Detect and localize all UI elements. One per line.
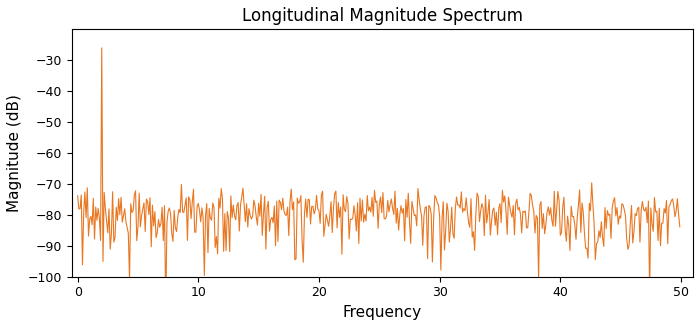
Y-axis label: Magnitude (dB): Magnitude (dB) bbox=[7, 94, 22, 212]
X-axis label: Frequency: Frequency bbox=[343, 305, 422, 320]
Title: Longitudinal Magnitude Spectrum: Longitudinal Magnitude Spectrum bbox=[241, 7, 523, 25]
